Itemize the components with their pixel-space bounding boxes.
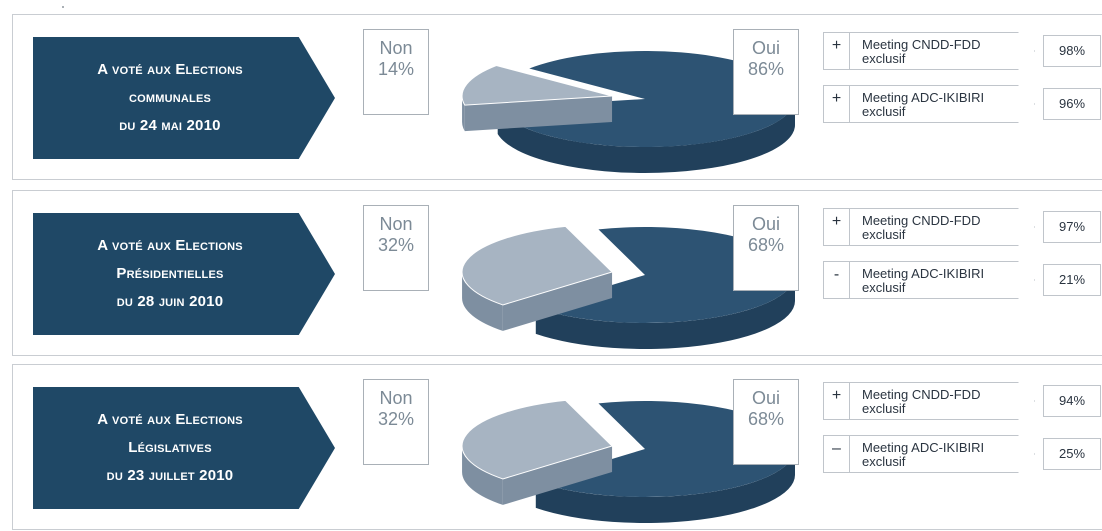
oui-label-box: Oui 68% [733, 379, 799, 465]
meeting-name: Meeting CNDD-FDD [862, 37, 981, 52]
meeting-name: Meeting ADC-IKIBIRI [862, 90, 985, 105]
pie-chart [461, 399, 795, 523]
title-line-3: du 28 juin 2010 [116, 293, 224, 310]
meeting-percent: 97% [1043, 211, 1101, 243]
title-line-1: A voté aux Elections [97, 237, 243, 254]
non-slice-cut [502, 446, 613, 505]
non-slice-side [462, 446, 503, 505]
meeting-name: Meeting CNDD-FDD [862, 387, 981, 402]
meeting-qualifier: exclusif [862, 454, 906, 469]
election-title-arrow: A voté aux Elections communales du 24 ma… [33, 37, 335, 159]
non-label-box: Non 14% [363, 29, 429, 115]
meeting-percent: 25% [1043, 438, 1101, 470]
non-slice-side [462, 272, 503, 331]
meeting-name: Meeting ADC-IKIBIRI [862, 440, 985, 455]
meeting-cndd-fdd-row: + Meeting CNDD-FDD exclusif [823, 382, 1035, 420]
oui-percent: 68% [747, 235, 785, 255]
meeting-qualifier: exclusif [862, 227, 906, 242]
non-label-box: Non 32% [363, 205, 429, 291]
election-title-arrow: A voté aux Elections Présidentielles du … [33, 213, 335, 335]
decorative-dot [62, 6, 64, 8]
meeting-name: Meeting CNDD-FDD [862, 213, 981, 228]
non-percent: 32% [377, 409, 415, 429]
meeting-cndd-fdd-row: + Meeting CNDD-FDD exclusif [823, 208, 1035, 246]
oui-slice-side [535, 275, 795, 349]
non-slice-cut [502, 272, 613, 331]
panel-communales: A voté aux Elections communales du 24 ma… [12, 14, 1102, 180]
plus-sign: + [824, 209, 850, 245]
plus-sign: + [824, 86, 850, 122]
meeting-cndd-fdd-row: + Meeting CNDD-FDD exclusif [823, 32, 1035, 70]
non-slice [461, 225, 614, 306]
title-line-1: A voté aux Elections [97, 61, 243, 78]
meeting-percent: 98% [1043, 35, 1101, 67]
oui-slice-side [497, 99, 795, 173]
plus-sign: + [824, 383, 850, 419]
oui-label: Oui [751, 388, 780, 408]
meeting-adc-ikibiri-row: - Meeting ADC-IKIBIRI exclusif [823, 261, 1035, 299]
pie-chart [461, 51, 795, 173]
meeting-percent: 94% [1043, 385, 1101, 417]
meeting-qualifier: exclusif [862, 280, 906, 295]
meeting-percent: 96% [1043, 88, 1101, 120]
non-slice [461, 399, 614, 480]
non-percent: 32% [377, 235, 415, 255]
meeting-adc-ikibiri-row: + Meeting ADC-IKIBIRI exclusif [823, 85, 1035, 123]
oui-label-box: Oui 86% [733, 29, 799, 115]
meeting-qualifier: exclusif [862, 401, 906, 416]
non-label: Non [379, 214, 413, 234]
oui-slice-side [535, 449, 795, 523]
non-slice-cut [464, 96, 613, 132]
title-line-1: A voté aux Elections [97, 411, 243, 428]
panel-legislatives: A voté aux Elections Législatives du 23 … [12, 364, 1102, 530]
title-line-3: du 24 mai 2010 [119, 117, 221, 134]
title-line-2: communales [128, 89, 212, 106]
oui-label-box: Oui 68% [733, 205, 799, 291]
minus-sign: – [824, 436, 850, 472]
oui-percent: 68% [747, 409, 785, 429]
oui-label: Oui [751, 38, 780, 58]
non-percent: 14% [377, 59, 415, 79]
meeting-adc-ikibiri-row: – Meeting ADC-IKIBIRI exclusif [823, 435, 1035, 473]
panel-presidentielles: A voté aux Elections Présidentielles du … [12, 190, 1102, 356]
oui-percent: 86% [747, 59, 785, 79]
oui-label: Oui [751, 214, 780, 234]
election-title-arrow: A voté aux Elections Législatives du 23 … [33, 387, 335, 509]
title-line-3: du 23 juillet 2010 [106, 467, 234, 484]
non-slice [461, 64, 613, 106]
non-label: Non [379, 388, 413, 408]
title-line-2: Législatives [128, 439, 212, 456]
non-label-box: Non 32% [363, 379, 429, 465]
minus-sign: - [824, 262, 850, 298]
pie-chart [461, 225, 795, 349]
meeting-qualifier: exclusif [862, 51, 906, 66]
meeting-qualifier: exclusif [862, 104, 906, 119]
non-label: Non [379, 38, 413, 58]
meeting-name: Meeting ADC-IKIBIRI [862, 266, 985, 281]
plus-sign: + [824, 33, 850, 69]
title-line-2: Présidentielles [116, 265, 224, 282]
meeting-percent: 21% [1043, 264, 1101, 296]
